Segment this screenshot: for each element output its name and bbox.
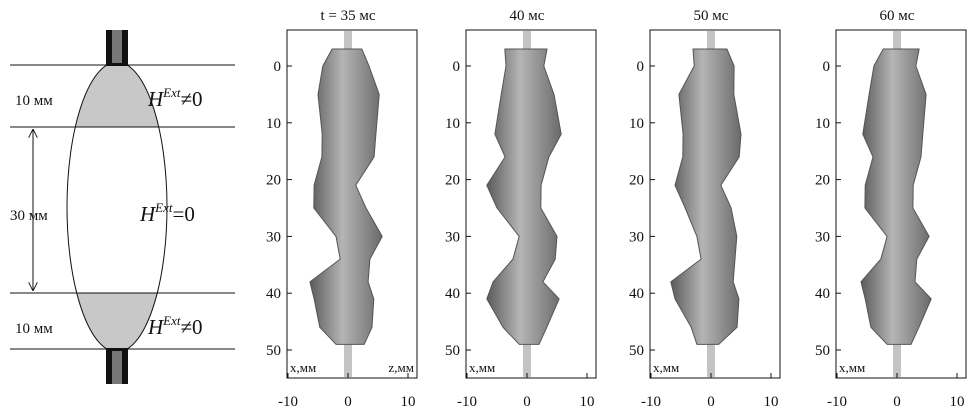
x-tick-label: 10: [950, 394, 965, 410]
y-tick-label: 20: [266, 173, 281, 189]
y-tick-label: 50: [445, 343, 460, 359]
panel-title: t = 35 мс: [320, 8, 375, 24]
x-tick-label: -10: [827, 394, 847, 410]
y-tick-label: 30: [445, 229, 460, 245]
y-tick-label: 40: [629, 286, 644, 302]
x-tick-label: -10: [641, 394, 661, 410]
axis-label: z,мм: [389, 360, 414, 375]
field-label: HExt≠0: [147, 313, 203, 339]
gap-label: 10 мм: [15, 93, 53, 109]
y-tick-label: 20: [629, 173, 644, 189]
x-tick-label: -10: [278, 394, 298, 410]
y-tick-label: 30: [266, 229, 281, 245]
x-tick-label: 10: [580, 394, 595, 410]
y-tick-label: 0: [274, 59, 282, 75]
y-tick-label: 20: [445, 173, 460, 189]
x-tick-label: 0: [344, 394, 352, 410]
y-tick-label: 10: [629, 116, 644, 132]
x-tick-label: 0: [523, 394, 531, 410]
y-tick-label: 10: [815, 116, 830, 132]
y-tick-label: 0: [637, 59, 645, 75]
field-label: HExt≠0: [147, 85, 203, 111]
axis-label: x,мм: [653, 360, 679, 375]
y-tick-label: 10: [445, 116, 460, 132]
axis-label: x,мм: [469, 360, 495, 375]
electrode-bottom-core: [112, 351, 122, 384]
y-tick-label: 10: [266, 116, 281, 132]
schematic: 10 мм 30 мм 10 мм HExt≠0 HExt=0 HExt≠0: [0, 30, 240, 384]
y-tick-label: 0: [823, 59, 831, 75]
y-tick-label: 30: [629, 229, 644, 245]
y-tick-label: 40: [445, 286, 460, 302]
axis-label: x,мм: [290, 360, 316, 375]
gap-label: 10 мм: [15, 321, 53, 337]
y-tick-label: 40: [815, 286, 830, 302]
x-tick-label: 0: [707, 394, 715, 410]
x-tick-label: 10: [764, 394, 779, 410]
panel-title: 50 мс: [694, 8, 729, 24]
x-tick-label: 0: [893, 394, 901, 410]
figure: 10 мм 30 мм 10 мм HExt≠0 HExt=0 HExt≠0 t…: [0, 0, 973, 417]
y-tick-label: 40: [266, 286, 281, 302]
y-tick-label: 50: [629, 343, 644, 359]
electrode-top-core: [112, 30, 122, 63]
axis-label: x,мм: [839, 360, 865, 375]
x-tick-label: -10: [457, 394, 477, 410]
y-tick-label: 50: [815, 343, 830, 359]
x-tick-label: 10: [401, 394, 416, 410]
y-tick-label: 50: [266, 343, 281, 359]
y-tick-label: 0: [453, 59, 461, 75]
gap-label: 30 мм: [10, 208, 48, 224]
y-tick-label: 30: [815, 229, 830, 245]
y-tick-label: 20: [815, 173, 830, 189]
panel-title: 40 мс: [510, 8, 545, 24]
panel-title: 60 мс: [880, 8, 915, 24]
